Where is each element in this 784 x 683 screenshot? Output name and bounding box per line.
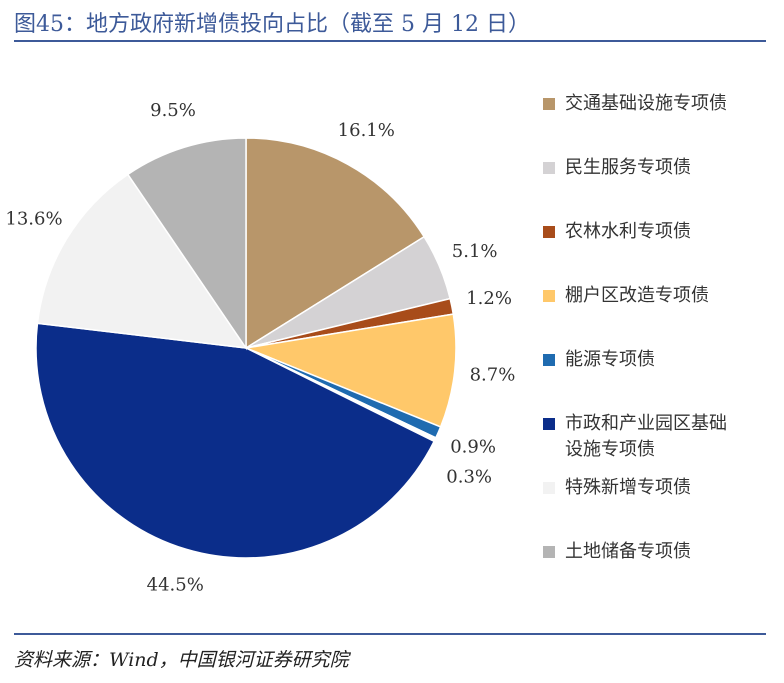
legend-item: 农林水利专项债: [543, 219, 743, 245]
pie-slice: [243, 313, 457, 428]
legend-label: 民生服务专项债: [565, 157, 691, 178]
legend-swatch: [543, 226, 555, 238]
pie-slice: [126, 137, 247, 351]
rule: [14, 633, 766, 635]
pie-slice: [35, 322, 436, 559]
legend-item: 交通基础设施专项债: [543, 91, 743, 117]
pie-slice: [245, 137, 426, 350]
legend-item: 特殊新增专项债: [543, 475, 743, 501]
data-label: 5.1%: [452, 241, 498, 262]
legend-swatch: [543, 418, 555, 430]
data-label: 1.2%: [466, 288, 512, 309]
chart-title: 图45：地方政府新增债投向占比（截至 5 月 12 日）: [14, 12, 530, 37]
legend-item: 土地储备专项债: [543, 539, 743, 565]
legend-swatch: [543, 482, 555, 494]
legend-item: 民生服务专项债: [543, 155, 743, 181]
source-note: 资料来源：Wind，中国银河证券研究院: [14, 649, 349, 671]
legend-label: 土地储备专项债: [565, 541, 691, 562]
pie-slice: [36, 173, 248, 349]
legend-swatch: [543, 162, 555, 174]
legend-label: 交通基础设施专项债: [565, 93, 727, 114]
legend-swatch: [543, 546, 555, 558]
data-label: 16.1%: [338, 120, 395, 141]
data-label: 0.3%: [446, 467, 492, 488]
data-label: 0.9%: [450, 437, 496, 458]
legend-label: 棚户区改造专项债: [565, 285, 709, 306]
legend-swatch: [543, 98, 555, 110]
legend-swatch: [543, 354, 555, 366]
data-label: 13.6%: [5, 208, 62, 229]
legend-item: 市政和产业园区基础设施专项债: [543, 411, 743, 463]
legend-label: 农林水利专项债: [565, 221, 691, 242]
legend-label: 市政和产业园区基础设施专项债: [565, 413, 727, 460]
legend-item: 能源专项债: [543, 347, 743, 373]
legend-item: 棚户区改造专项债: [543, 283, 743, 309]
legend-swatch: [543, 290, 555, 302]
legend-label: 能源专项债: [565, 349, 655, 370]
legend-label: 特殊新增专项债: [565, 477, 691, 498]
data-label: 44.5%: [147, 575, 204, 596]
rule: [14, 40, 766, 42]
data-label: 8.7%: [470, 365, 516, 386]
data-label: 9.5%: [150, 100, 196, 121]
